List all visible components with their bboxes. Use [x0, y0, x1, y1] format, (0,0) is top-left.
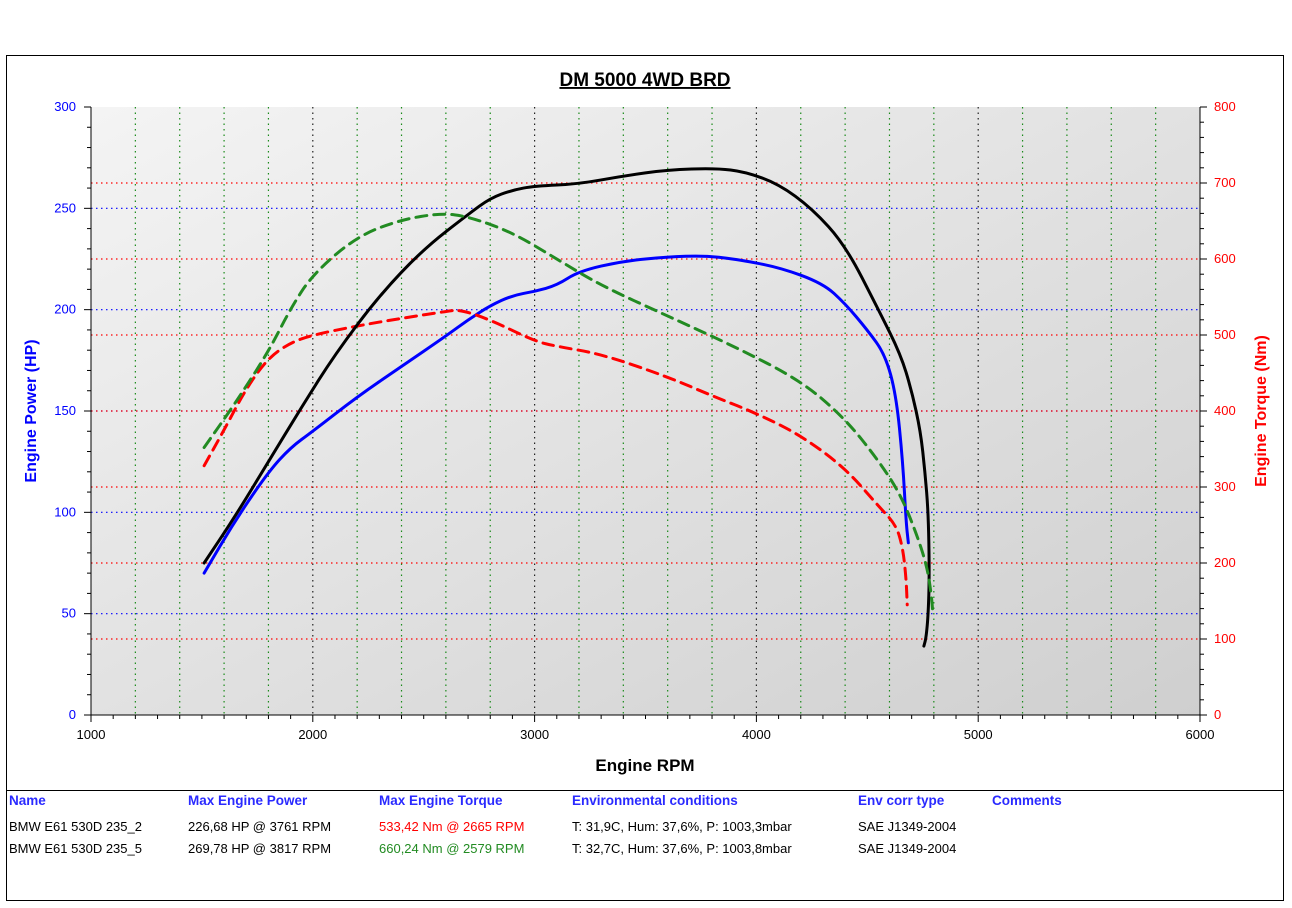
y-right-tick-label: 400	[1214, 403, 1236, 418]
row-env-conditions: T: 31,9C, Hum: 37,6%, P: 1003,3mbar	[572, 819, 792, 834]
row-env-corr: SAE J1349-2004	[858, 841, 957, 856]
series-line-power-3	[202, 167, 931, 648]
row-max-power: 269,78 HP @ 3817 RPM	[188, 841, 332, 856]
y-left-tick-label: 50	[62, 606, 76, 621]
y-left-tick-label: 250	[54, 200, 76, 215]
header-comments: Comments	[992, 793, 1062, 808]
plot-area	[91, 107, 1200, 715]
x-axis-label: Engine RPM	[595, 756, 694, 775]
series-line-torque-4	[202, 212, 935, 614]
x-tick-label: 6000	[1186, 727, 1215, 742]
header-name: Name	[9, 793, 46, 808]
x-tick-label: 5000	[964, 727, 993, 742]
x-tick-label: 2000	[298, 727, 327, 742]
chart-title: DM 5000 4WD BRD	[559, 70, 730, 91]
y-left-tick-label: 0	[69, 707, 76, 722]
row-max-torque: 660,24 Nm @ 2579 RPM	[379, 841, 525, 856]
header-env-conditions: Environmental conditions	[572, 793, 738, 808]
header-max-power: Max Engine Power	[188, 793, 308, 808]
y-right-tick-label: 800	[1214, 99, 1236, 114]
header-env-corr: Env corr type	[858, 793, 945, 808]
row-env-conditions: T: 32,7C, Hum: 37,6%, P: 1003,8mbar	[572, 841, 792, 856]
y-right-tick-label: 600	[1214, 251, 1236, 266]
y-right-tick-label: 100	[1214, 631, 1236, 646]
y-left-tick-label: 100	[54, 504, 76, 519]
y-left-tick-label: 200	[54, 302, 76, 317]
y-right-tick-label: 200	[1214, 555, 1236, 570]
y-right-tick-label: 500	[1214, 327, 1236, 342]
series-line-power-1	[202, 254, 910, 575]
row-max-power: 226,68 HP @ 3761 RPM	[188, 819, 332, 834]
row-name: BMW E61 530D 235_2	[9, 819, 142, 834]
y-axis-label-right: Engine Torque (Nm)	[1253, 335, 1270, 487]
x-tick-label: 3000	[520, 727, 549, 742]
y-left-tick-label: 150	[54, 403, 76, 418]
x-tick-label: 4000	[742, 727, 771, 742]
results-table: Name Max Engine Power Max Engine Torque …	[7, 790, 1283, 900]
x-tick-label: 1000	[77, 727, 106, 742]
row-env-corr: SAE J1349-2004	[858, 819, 957, 834]
series-line-torque-2	[202, 308, 909, 607]
row-max-torque: 533,42 Nm @ 2665 RPM	[379, 819, 525, 834]
header-max-torque: Max Engine Torque	[379, 793, 503, 808]
row-name: BMW E61 530D 235_5	[9, 841, 142, 856]
y-right-tick-label: 700	[1214, 175, 1236, 190]
y-axis-label-left: Engine Power (HP)	[23, 339, 40, 482]
y-left-tick-label: 300	[54, 99, 76, 114]
y-right-tick-label: 300	[1214, 479, 1236, 494]
y-right-tick-label: 0	[1214, 707, 1221, 722]
